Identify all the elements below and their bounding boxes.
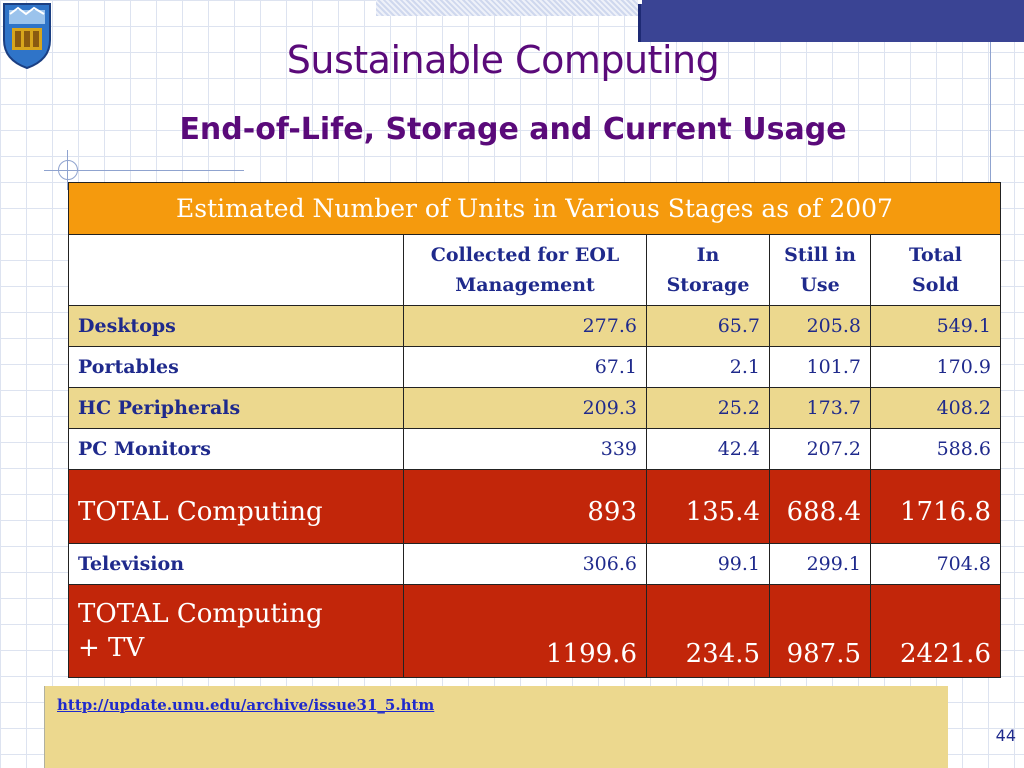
header-text: Storage [666,274,750,296]
table-body: Desktops 277.6 65.7 205.8 549.1 Portables 67.1… [68,305,1001,678]
row-label: TOTAL Computing + TV [68,584,404,678]
value-cell: 299.1 [769,543,871,585]
value-cell: 549.1 [870,305,1001,347]
value-cell: 2.1 [646,346,770,388]
value-cell: 205.8 [769,305,871,347]
row-label: Desktops [68,305,404,347]
row-label-text: Desktops [78,315,176,337]
row-label: TOTAL Computing [68,469,404,544]
table-row: PC Monitors 339 42.4 207.2 588.6 [68,428,1001,470]
header-text: Still in [784,244,856,266]
value-cell: 306.6 [403,543,647,585]
top-bar-tick [638,0,642,4]
row-label: Portables [68,346,404,388]
row-label-text: PC Monitors [78,438,211,460]
table-caption: Estimated Number of Units in Various Sta… [68,182,1001,235]
row-label-text: + TV [78,633,145,663]
value-cell: 42.4 [646,428,770,470]
value-cell: 339 [403,428,647,470]
row-label-text: TOTAL Computing [78,496,323,527]
units-table: Estimated Number of Units in Various Sta… [68,182,1001,678]
value-cell: 704.8 [870,543,1001,585]
value-cell: 893 [403,469,647,544]
table-row: Portables 67.1 2.1 101.7 170.9 [68,346,1001,388]
value-cell: 99.1 [646,543,770,585]
slide-title: Sustainable Computing [286,38,720,82]
value-cell: 135.4 [646,469,770,544]
row-label-text: TOTAL Computing [78,599,323,629]
row-label: Television [68,543,404,585]
row-label-text: Portables [78,356,179,378]
value-cell: 2421.6 [870,584,1001,678]
header-cell: Collected for EOL Management [403,234,647,306]
value-cell: 65.7 [646,305,770,347]
header-text: Management [455,274,595,296]
value-cell: 234.5 [646,584,770,678]
row-label-text: HC Peripherals [78,397,241,419]
value-cell: 1199.6 [403,584,647,678]
value-cell: 588.6 [870,428,1001,470]
value-cell: 277.6 [403,305,647,347]
table-row: TOTAL Computing 893 135.4 688.4 1716.8 [68,469,1001,544]
table-header-row: Collected for EOL Management In Storage Stil… [68,234,1001,306]
header-text: Use [800,274,840,296]
table-row: TOTAL Computing + TV 1199.6 234.5 987.5 2421.… [68,584,1001,678]
source-box: http://update.unu.edu/archive/issue31_5.… [44,686,948,768]
table-row: Desktops 277.6 65.7 205.8 549.1 [68,305,1001,347]
value-cell: 408.2 [870,387,1001,429]
header-cell: Total Sold [870,234,1001,306]
row-label: HC Peripherals [68,387,404,429]
row-label: PC Monitors [68,428,404,470]
table-row: HC Peripherals 209.3 25.2 173.7 408.2 [68,387,1001,429]
header-cell-empty [68,234,404,306]
table-row: Television 306.6 99.1 299.1 704.8 [68,543,1001,585]
header-cell: Still in Use [769,234,871,306]
value-cell: 209.3 [403,387,647,429]
slide-subtitle: End-of-Life, Storage and Current Usage [179,112,847,147]
value-cell: 173.7 [769,387,871,429]
row-label-text: Television [78,553,185,575]
university-crest-icon [3,3,51,70]
header-text: Collected for EOL [430,244,620,266]
value-cell: 101.7 [769,346,871,388]
decorative-line-right [990,42,991,262]
value-cell: 987.5 [769,584,871,678]
decorative-circle [58,160,78,180]
value-cell: 67.1 [403,346,647,388]
header-cell: In Storage [646,234,770,306]
top-accent-bar [638,0,1024,42]
value-cell: 1716.8 [870,469,1001,544]
source-link[interactable]: http://update.unu.edu/archive/issue31_5.… [57,696,435,714]
header-text: In [696,244,720,266]
header-text: Total [909,244,962,266]
header-text: Sold [912,274,959,296]
top-pattern-strip [376,0,638,16]
page-number: 44 [995,726,1016,745]
value-cell: 25.2 [646,387,770,429]
decorative-line [44,170,244,171]
value-cell: 207.2 [769,428,871,470]
value-cell: 688.4 [769,469,871,544]
value-cell: 170.9 [870,346,1001,388]
